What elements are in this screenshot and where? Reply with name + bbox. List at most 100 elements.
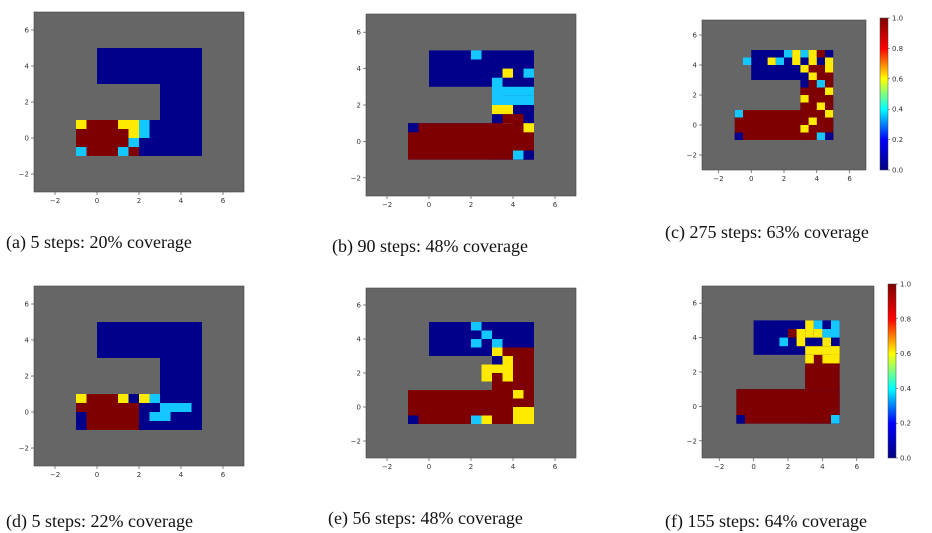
coverage-cell [743, 57, 752, 65]
panel-b: −2 0 2 4 6 −2 0 2 4 6 [338, 8, 578, 218]
coverage-cell [118, 394, 129, 403]
x-tick-label: 2 [137, 471, 141, 479]
x-tick-label: 0 [751, 463, 755, 471]
y-tick-label: 2 [357, 370, 361, 378]
plot-background [702, 20, 866, 170]
y-tick-label: 6 [25, 301, 30, 309]
coverage-cell [513, 390, 524, 399]
coverage-cell [502, 356, 513, 365]
x-tick-label: 2 [469, 201, 473, 209]
x-tick-label: 0 [749, 175, 753, 183]
coverage-cell [831, 346, 840, 355]
plot-background [702, 286, 874, 458]
coverage-cell [513, 407, 534, 424]
y-tick-label: 4 [693, 334, 698, 342]
colorbar-tick-label: 0.2 [892, 136, 903, 144]
heatmap-c: −2 0 2 4 6 −2 0 2 4 6 0.0 0.2 0.4 0.6 0.8 1.0 [687, 15, 904, 184]
x-tick-label: −2 [714, 463, 724, 471]
y-tick-label: −2 [19, 171, 29, 179]
coverage-cell [76, 147, 87, 156]
y-tick-label: 0 [357, 138, 361, 146]
y-tick-label: 4 [25, 63, 30, 71]
colorbar-tick-label: 1.0 [892, 15, 903, 23]
coverage-cell [813, 320, 823, 329]
plot-background [34, 12, 244, 192]
coverage-cell [492, 77, 503, 105]
panel-c: −2 0 2 4 6 −2 0 2 4 6 0.0 0.2 0.4 0.6 0.8 1.0 [672, 14, 922, 199]
caption-b: (b) 90 steps: 48% coverage [332, 236, 528, 256]
coverage-cell [805, 354, 814, 364]
coverage-cell [181, 403, 192, 412]
y-tick-label: 4 [693, 62, 698, 70]
y-tick-label: 0 [693, 122, 697, 130]
y-tick-label: −2 [351, 438, 361, 446]
coverage-cell [481, 330, 492, 339]
coverage-cell [76, 394, 87, 403]
y-tick-label: 2 [25, 99, 29, 107]
coverage-cell [800, 125, 809, 133]
x-tick-label: 6 [221, 471, 226, 479]
x-tick-label: −2 [713, 175, 723, 183]
coverage-cell [128, 421, 139, 430]
x-tick-label: 6 [855, 463, 860, 471]
coverage-cell [128, 120, 139, 138]
plot-background [366, 14, 576, 196]
y-tick-label: 4 [357, 336, 362, 344]
coverage-cell [822, 354, 840, 364]
coverage-cell [767, 57, 776, 65]
coverage-cell [808, 50, 817, 65]
x-tick-label: 2 [137, 197, 141, 205]
x-tick-label: −2 [382, 463, 392, 471]
coverage-cell [813, 329, 823, 338]
coverage-cell [822, 329, 840, 338]
panel-a: −2 0 2 4 6 −2 0 2 4 6 [10, 8, 250, 213]
coverage-cell [408, 415, 419, 424]
coverage-cell [816, 132, 825, 140]
coverage-cell [734, 110, 743, 118]
coverage-cell [492, 105, 503, 115]
x-tick-label: 6 [847, 175, 852, 183]
caption-a: (a) 5 steps: 20% coverage [6, 232, 192, 252]
coverage-cell [736, 389, 840, 424]
coverage-cell [805, 363, 840, 390]
coverage-cell [139, 403, 150, 412]
coverage-cell [170, 403, 181, 412]
coverage-cell [816, 50, 825, 58]
coverage-cell [76, 120, 87, 129]
coverage-cell [734, 132, 743, 140]
x-tick-label: 4 [511, 463, 516, 471]
heatmap-f: −2 0 2 4 6 −2 0 2 4 6 0.0 0.2 0.4 0.6 0.8 1.0 [687, 281, 912, 472]
y-tick-label: −2 [687, 437, 697, 445]
coverage-cell [825, 110, 834, 118]
coverage-cell [808, 117, 817, 125]
y-tick-label: 6 [357, 29, 362, 37]
y-tick-label: 4 [25, 337, 30, 345]
coverage-cell [492, 347, 503, 356]
y-tick-label: 0 [25, 409, 29, 417]
caption-c: (c) 275 steps: 63% coverage [665, 222, 869, 242]
coverage-cell [408, 123, 419, 133]
colorbar-tick-label: 0.4 [900, 385, 912, 393]
coverage-cell [149, 394, 160, 403]
coverage-cell [513, 150, 524, 160]
x-tick-label: 6 [553, 201, 558, 209]
caption-e: (e) 56 steps: 48% coverage [328, 508, 523, 528]
coverage-cell [523, 123, 534, 133]
x-tick-label: 6 [553, 463, 558, 471]
caption-f: (f) 155 steps: 64% coverage [665, 511, 867, 531]
x-tick-label: 0 [95, 471, 99, 479]
coverage-cell [775, 57, 784, 65]
x-tick-label: 0 [95, 197, 99, 205]
x-tick-label: 6 [221, 197, 226, 205]
coverage-cell [736, 415, 745, 424]
coverage-cell [471, 339, 482, 348]
coverage-cell [831, 415, 840, 424]
coverage-cell [825, 87, 834, 95]
coverage-cell [502, 95, 534, 105]
colorbar-tick-label: 1.0 [900, 281, 911, 289]
coverage-cell [805, 320, 814, 338]
caption-d: (d) 5 steps: 22% coverage [6, 511, 193, 531]
coverage-cell [825, 132, 834, 140]
coverage-cell [800, 50, 809, 58]
y-tick-label: 4 [357, 65, 362, 73]
